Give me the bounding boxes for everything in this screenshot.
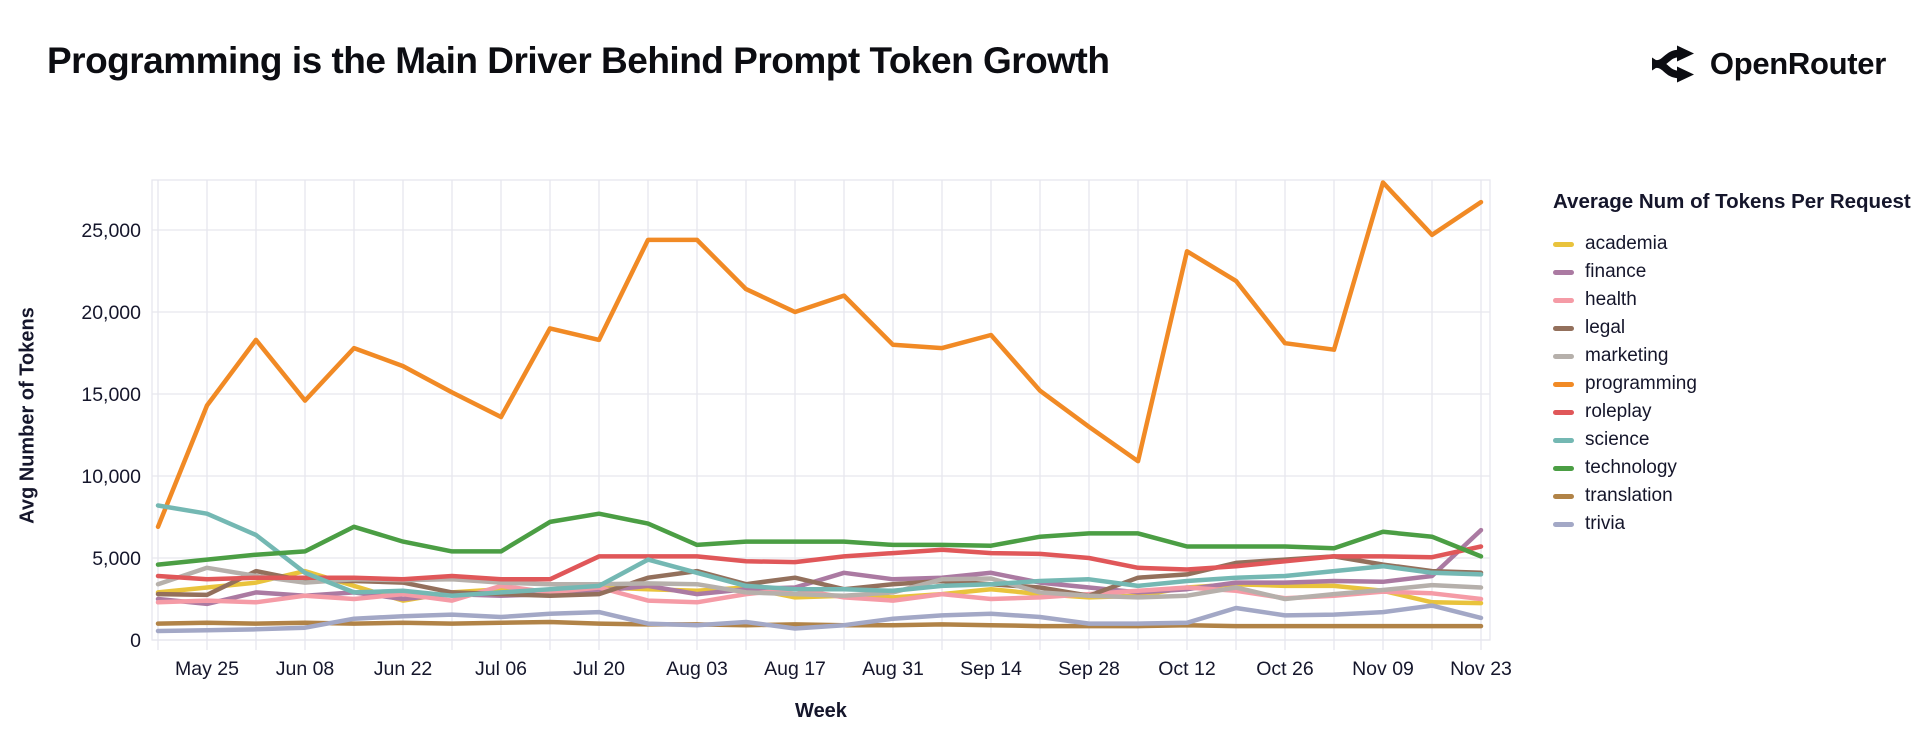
y-tick-label: 20,000 [81, 302, 141, 324]
legend-item-finance: finance [1553, 258, 1913, 286]
y-tick-label: 15,000 [81, 384, 141, 406]
openrouter-logo: OpenRouter [1649, 40, 1886, 88]
x-tick-label: Sep 28 [1058, 658, 1120, 680]
x-tick-label: Oct 12 [1158, 658, 1215, 680]
x-tick-label: Aug 31 [862, 658, 924, 680]
series-line-science [155, 503, 1484, 598]
legend-label: trivia [1585, 513, 1626, 534]
x-axis-title: Week [795, 700, 847, 722]
y-tick-label: 10,000 [81, 466, 141, 488]
legend-label: academia [1585, 233, 1668, 254]
legend-item-science: science [1553, 426, 1913, 454]
openrouter-icon [1651, 45, 1694, 83]
legend-item-programming: programming [1553, 370, 1913, 398]
x-tick-label: Jun 08 [276, 658, 335, 680]
legend-swatch-finance [1553, 269, 1574, 275]
legend-item-academia: academia [1553, 230, 1913, 258]
legend-label: legal [1585, 317, 1626, 338]
legend-items: academia finance health legal marketing progr… [1553, 230, 1913, 538]
series-line-trivia [155, 603, 1484, 634]
legend-swatch-trivia [1553, 521, 1574, 527]
legend-swatch-legal [1553, 325, 1574, 331]
plot-frame [151, 179, 1491, 641]
series-line-roleplay [155, 544, 1484, 582]
legend-item-roleplay: roleplay [1553, 398, 1913, 426]
legend-title: Average Num of Tokens Per Request [1553, 190, 1911, 213]
y-axis-title: Avg Number of Tokens [16, 307, 39, 524]
legend-item-health: health [1553, 286, 1913, 314]
legend-label: roleplay [1585, 401, 1652, 422]
legend-item-trivia: trivia [1553, 510, 1913, 538]
y-tick-label: 0 [130, 630, 141, 652]
legend-label: technology [1585, 457, 1677, 478]
legend-label: science [1585, 429, 1650, 450]
legend-label: marketing [1585, 345, 1669, 366]
page-title: Programming is the Main Driver Behind Pr… [47, 40, 1110, 81]
x-tick-label: Nov 23 [1450, 658, 1512, 680]
x-tick-label: Oct 26 [1256, 658, 1313, 680]
legend-item-technology: technology [1553, 454, 1913, 482]
legend-label: finance [1585, 261, 1647, 282]
x-tick-label: Jun 22 [374, 658, 433, 680]
x-tick-label: Jul 20 [573, 658, 625, 680]
x-tick-label: Nov 09 [1352, 658, 1414, 680]
x-tick-label: Aug 17 [764, 658, 826, 680]
legend: Average Num of Tokens Per Request academ… [1553, 190, 1913, 538]
legend-swatch-programming [1553, 381, 1574, 387]
x-tick-label: May 25 [175, 658, 239, 680]
series-line-technology [155, 511, 1484, 567]
legend-swatch-translation [1553, 493, 1574, 499]
legend-label: translation [1585, 485, 1673, 506]
legend-item-translation: translation [1553, 482, 1913, 510]
legend-swatch-science [1553, 437, 1574, 443]
legend-swatch-marketing [1553, 353, 1574, 359]
series-line-programming [155, 180, 1484, 530]
x-tick-label: Sep 14 [960, 658, 1022, 680]
openrouter-logo-text: OpenRouter [1709, 46, 1886, 81]
legend-swatch-technology [1553, 465, 1574, 471]
legend-swatch-health [1553, 297, 1574, 303]
x-tick-label: Jul 06 [475, 658, 527, 680]
y-tick-label: 5,000 [92, 548, 141, 570]
legend-swatch-roleplay [1553, 409, 1574, 415]
legend-label: programming [1585, 373, 1697, 394]
legend-item-marketing: marketing [1553, 342, 1913, 370]
legend-swatch-academia [1553, 241, 1574, 247]
legend-item-legal: legal [1553, 314, 1913, 342]
x-tick-label: Aug 03 [666, 658, 728, 680]
legend-label: health [1585, 289, 1637, 310]
y-tick-label: 25,000 [81, 220, 141, 242]
